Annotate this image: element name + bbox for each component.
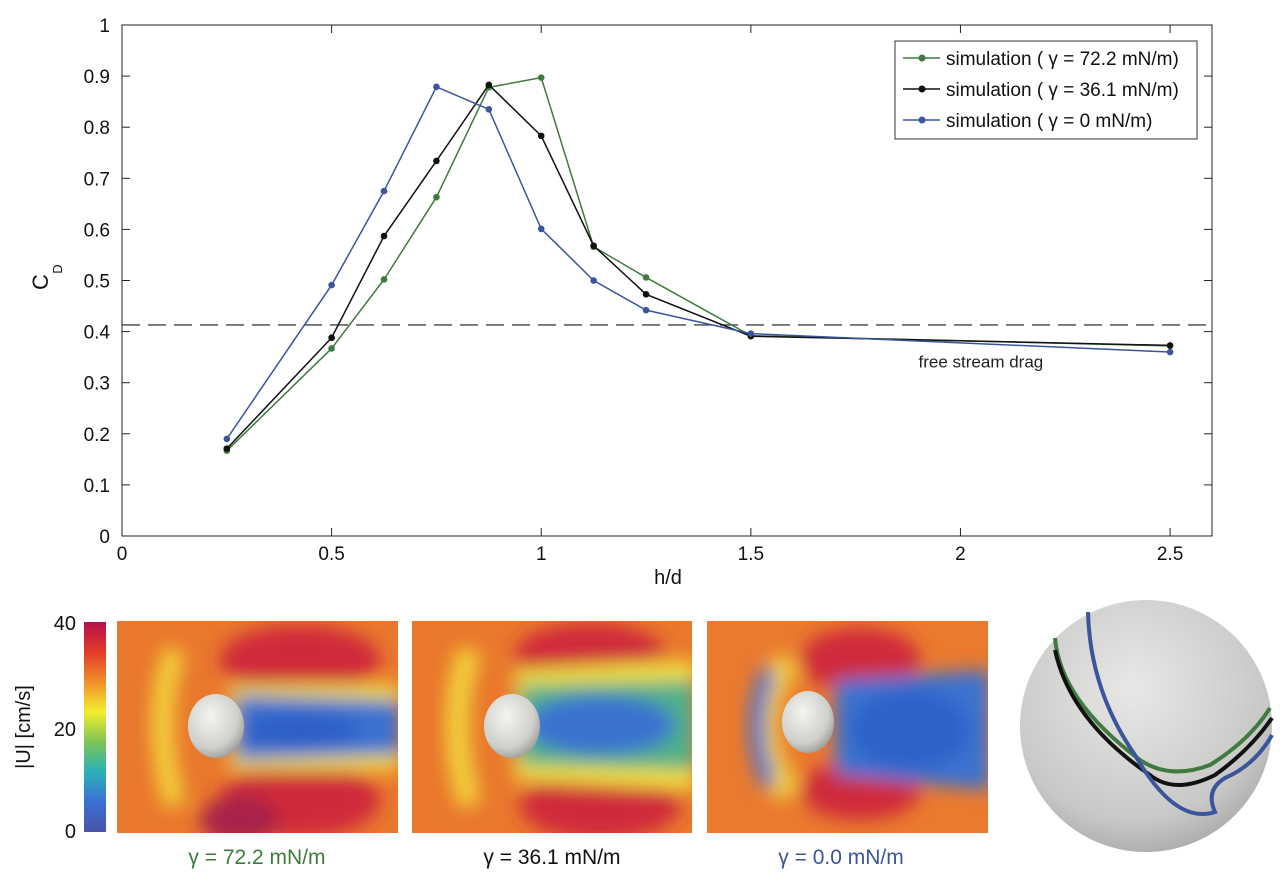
y-axis-label-sub: D: [50, 264, 65, 273]
y-axis-label-main: C: [28, 274, 53, 290]
data-point-1-4: [485, 81, 493, 89]
x-axis-label: h/d: [654, 567, 682, 589]
drag-coefficient-chart: 0 0.5 1 1.5 2 2.5 0 0.1 0.2 0.3 0.4 0.5 0.6 0.7 0.8 0.9…: [28, 16, 1213, 589]
y-tick-label: 0.6: [84, 220, 110, 241]
data-point-2-0: [223, 435, 231, 443]
legend-marker-1: [918, 85, 926, 93]
data-point-1-1: [328, 334, 335, 342]
data-point-1-6: [590, 242, 597, 250]
y-tick-label: 0.3: [84, 374, 110, 395]
panel-caption-72: γ = 72.2 mN/m: [188, 846, 325, 869]
data-point-1-0: [223, 445, 231, 452]
data-point-2-7: [642, 306, 650, 314]
data-point-2-2: [380, 187, 388, 195]
x-tick-label: 2.5: [1157, 544, 1183, 565]
y-tick-label: 0.2: [84, 425, 110, 446]
contact-line-72: [1053, 637, 1272, 774]
legend: simulation ( γ = 72.2 mN/m) simulation ( …: [894, 40, 1198, 140]
x-tick-label: 1: [536, 544, 547, 565]
flow-panel-0: [707, 621, 988, 833]
y-tick-label: 0.1: [84, 476, 110, 497]
flow-panel-36: [412, 621, 692, 833]
panel-caption-36: γ = 36.1 mN/m: [483, 846, 620, 869]
series-line-1: [226, 83, 1171, 450]
sphere: [1020, 600, 1272, 852]
data-point-1-2: [380, 232, 388, 240]
data-point-2-4: [485, 106, 493, 113]
data-point-2-8: [747, 330, 755, 337]
series-line-2: [226, 85, 1171, 440]
y-axis-label: C D: [28, 264, 65, 290]
colorbar-label: |U| [cm/s]: [13, 685, 35, 769]
legend-marker-0: [918, 54, 926, 62]
panel-caption-0: γ = 0.0 mN/m: [778, 846, 903, 869]
data-point-0-2: [380, 276, 388, 283]
sphere-contact-lines: [1020, 600, 1274, 852]
flow-field-panels: 40 20 0 |U| [cm/s]: [13, 600, 1274, 869]
colorbar-tick-20: 20: [54, 719, 76, 741]
data-point-0-5: [537, 74, 545, 81]
axis-ticks: 0 0.5 1 1.5 2 2.5 0 0.1 0.2 0.3 0.4 0.5 0.6 0.7 0.8 0.9…: [84, 16, 1212, 565]
y-tick-label: 1: [99, 16, 110, 37]
plot-frame: [121, 24, 1213, 537]
data-point-1-3: [433, 157, 440, 165]
colorbar-tick-0: 0: [65, 821, 76, 843]
series-group: [223, 74, 1174, 454]
x-tick-label: 0: [117, 544, 128, 565]
contact-line-36: [1053, 649, 1274, 787]
data-point-1-7: [642, 290, 650, 298]
colorbar-tick-40: 40: [54, 613, 76, 635]
x-tick-label: 1.5: [738, 544, 764, 565]
y-tick-label: 0.4: [84, 323, 111, 344]
data-point-1-5: [537, 132, 545, 140]
data-point-0-3: [433, 193, 440, 201]
data-point-1-9: [1166, 342, 1174, 349]
legend-marker-2: [918, 116, 926, 124]
data-point-2-5: [537, 225, 545, 233]
x-tick-label: 2: [955, 544, 966, 565]
data-point-2-6: [590, 277, 597, 284]
data-point-0-1: [328, 345, 335, 352]
y-tick-label: 0.8: [84, 118, 110, 139]
free-stream-drag-annotation: free stream drag: [919, 352, 1044, 371]
legend-label-0: simulation ( γ = 72.2 mN/m): [946, 49, 1179, 70]
y-tick-label: 0.9: [84, 67, 110, 88]
legend-box: [894, 40, 1198, 140]
series-line-0: [226, 76, 1171, 452]
flow-panel-72: [117, 621, 398, 833]
y-tick-label: 0.7: [84, 169, 110, 190]
colorbar: [84, 622, 106, 832]
data-point-2-9: [1166, 348, 1174, 356]
data-point-0-7: [642, 274, 650, 281]
data-point-2-3: [433, 83, 440, 91]
x-tick-label: 0.5: [318, 544, 344, 565]
y-tick-label: 0: [99, 527, 110, 548]
legend-label-1: simulation ( γ = 36.1 mN/m): [946, 80, 1179, 101]
contact-line-0: [1086, 611, 1274, 816]
y-tick-label: 0.5: [84, 272, 110, 293]
data-point-2-1: [328, 281, 335, 289]
legend-label-2: simulation ( γ = 0 mN/m): [946, 111, 1152, 132]
